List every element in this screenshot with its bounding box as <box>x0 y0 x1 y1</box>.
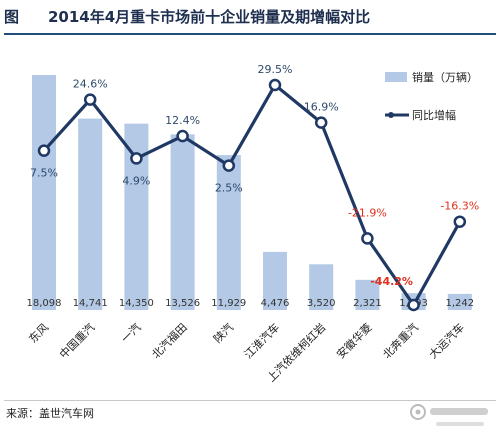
chart-title-text: 2014年4月重卡市场前十企业销量及期增幅对比 <box>48 8 371 26</box>
bar-6 <box>309 264 334 310</box>
growth-point-7 <box>361 232 374 245</box>
growth-value-label-1: 24.6% <box>73 78 108 91</box>
bar-7 <box>355 279 380 310</box>
legend-bar-swatch <box>385 72 407 82</box>
category-label-1: 中国重汽 <box>56 320 97 361</box>
source-note: 来源：盖世汽车网 <box>6 407 94 420</box>
bar-labels-group: 18,098 14,741 14,350 13,526 11,929 4,476 3,520… <box>27 298 475 309</box>
bar-value-label-6: 3,520 <box>307 298 336 309</box>
growth-point-4 <box>222 159 236 172</box>
growth-value-label-6: 16.9% <box>304 101 339 114</box>
category-label-0: 东风 <box>26 321 51 346</box>
growth-point-3 <box>176 129 189 143</box>
category-label-4: 陕汽 <box>210 320 235 345</box>
growth-point-1 <box>83 93 97 106</box>
category-label-9: 大运汽车 <box>426 320 467 361</box>
growth-value-label-0: 7.5% <box>30 167 58 180</box>
chart-svg: 18,098 14,741 14,350 13,526 11,929 4,476 3,520… <box>26 63 479 385</box>
bar-value-label-7: 2,321 <box>353 298 382 309</box>
category-label-7: 安徽华菱 <box>334 320 375 361</box>
growth-value-label-8: -44.2% <box>370 275 413 288</box>
growth-value-label-2: 4.9% <box>122 174 150 187</box>
growth-value-label-9: -16.3% <box>440 200 479 213</box>
growth-point-0 <box>37 144 51 157</box>
bar-value-label-1: 14,741 <box>73 298 108 309</box>
bar-9 <box>447 293 472 310</box>
category-label-2: 一汽 <box>118 320 143 345</box>
legend-line-marker <box>388 112 394 118</box>
bar-5 <box>263 251 287 310</box>
category-label-5: 江淮汽车 <box>241 320 282 361</box>
bar-value-label-5: 4,476 <box>261 298 290 309</box>
growth-point-8 <box>407 298 420 312</box>
bar-value-label-9: 1,242 <box>445 298 474 309</box>
chart-title: 图 2014年4月重卡市场前十企业销量及期增幅对比 <box>4 2 496 32</box>
category-label-3: 北汽福田 <box>149 320 190 361</box>
legend: 销量（万辆） 同比增幅 <box>385 70 478 122</box>
bar-4 <box>216 155 241 310</box>
growth-labels-group: 7.5% 24.6% 4.9% 12.4% 2.5% 29.5% 16.9% -21.9% -4… <box>30 63 479 288</box>
growth-line-group <box>37 78 467 312</box>
figure-prefix: 图 <box>4 8 20 26</box>
bar-value-label-4: 11,929 <box>211 298 246 309</box>
growth-point-2 <box>130 152 143 165</box>
bar-3 <box>170 134 195 310</box>
growth-value-label-7: -21.9% <box>348 206 387 219</box>
legend-line-label: 同比增幅 <box>412 108 456 122</box>
gasgoo-logo <box>410 404 488 426</box>
title-divider <box>4 33 496 35</box>
bar-value-label-0: 18,098 <box>27 298 62 309</box>
growth-value-label-5: 29.5% <box>258 63 293 76</box>
category-label-8: 北奔重汽 <box>380 320 421 361</box>
bar-1 <box>78 118 103 310</box>
growth-value-label-3: 12.4% <box>165 114 200 127</box>
legend-bar-label: 销量（万辆） <box>412 70 478 84</box>
footer-divider <box>4 400 496 401</box>
bar-0 <box>32 75 56 310</box>
growth-point-9 <box>453 215 467 228</box>
growth-point-5 <box>268 78 282 92</box>
growth-value-label-4: 2.5% <box>215 182 243 195</box>
bar-value-label-2: 14,350 <box>119 298 154 309</box>
growth-point-6 <box>314 116 328 129</box>
bar-value-label-3: 13,526 <box>165 298 200 309</box>
bars-group <box>32 75 472 310</box>
bar-2 <box>124 123 149 310</box>
growth-line <box>42 83 462 307</box>
